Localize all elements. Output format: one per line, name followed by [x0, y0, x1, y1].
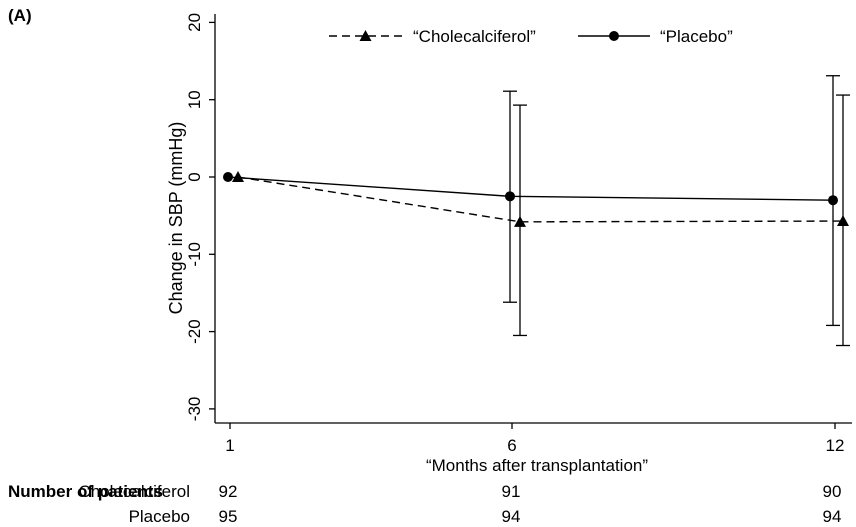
legend-marker-1: [609, 31, 619, 41]
y-tick-label-5: -30: [185, 397, 204, 422]
patients-count-placebo-6: 94: [501, 507, 521, 526]
patients-row-label-cholecalciferol: Cholecalciferol: [78, 482, 191, 501]
panel-label: (A): [8, 6, 32, 25]
y-axis-title: Change in SBP (mmHg): [166, 122, 186, 315]
y-tick-label-4: -20: [185, 319, 204, 344]
series-line-0: [237, 176, 844, 223]
point-0-1: [514, 215, 526, 227]
x-tick-label-2: 12: [826, 436, 845, 455]
x-tick-label-1: 6: [507, 436, 516, 455]
x-axis-title: “Months after transplantation”: [426, 456, 648, 475]
point-1-1: [505, 191, 515, 202]
patients-row-label-placebo: Placebo: [128, 507, 190, 526]
patients-count-chol-6: 91: [501, 482, 521, 501]
x-tick-label-0: 1: [225, 436, 234, 455]
y-tick-label-1: 10: [185, 90, 204, 109]
patients-count-placebo-1: 95: [218, 507, 238, 526]
point-1-2: [828, 195, 838, 206]
legend-marker-0: [359, 30, 372, 41]
legend-label-0: “Cholecalciferol”: [413, 27, 536, 46]
point-0-2: [837, 215, 849, 227]
patients-count-placebo-12: 94: [822, 507, 842, 526]
y-tick-label-2: 0: [185, 172, 204, 181]
patients-count-chol-1: 92: [218, 482, 238, 501]
point-1-0: [223, 172, 233, 182]
y-tick-label-0: 20: [185, 13, 204, 32]
y-tick-label-3: -10: [185, 242, 204, 267]
point-0-0: [232, 171, 244, 182]
patients-count-chol-12: 90: [822, 482, 842, 501]
series-line-1: [227, 176, 834, 201]
patients-table-title: Number of patients: [8, 482, 163, 501]
legend-label-1: “Placebo”: [660, 27, 733, 46]
